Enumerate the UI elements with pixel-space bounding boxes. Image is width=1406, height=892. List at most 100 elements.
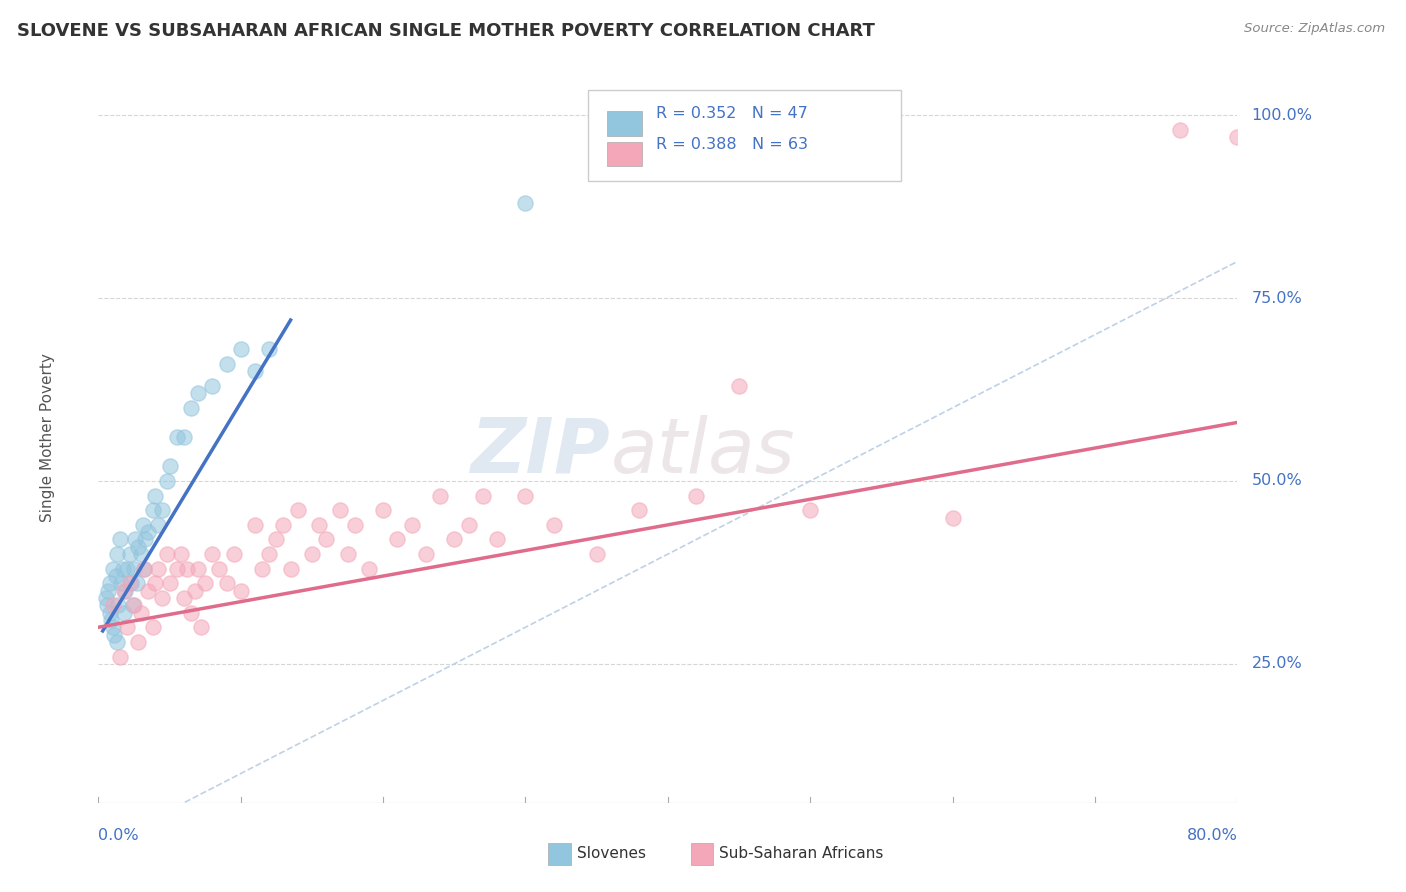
- Point: [127, 540, 149, 554]
- FancyBboxPatch shape: [607, 142, 641, 167]
- Point: [201, 379, 224, 393]
- Point: [415, 547, 437, 561]
- Point: [1226, 130, 1249, 145]
- Point: [98, 606, 121, 620]
- Point: [170, 547, 193, 561]
- Point: [429, 489, 451, 503]
- Point: [121, 599, 143, 613]
- Text: Single Mother Poverty: Single Mother Poverty: [39, 352, 55, 522]
- Point: [486, 533, 509, 547]
- Point: [101, 599, 124, 613]
- Point: [187, 386, 209, 401]
- Point: [141, 620, 163, 634]
- Point: [543, 517, 565, 532]
- Text: Slovenes: Slovenes: [576, 846, 645, 861]
- Point: [101, 620, 124, 634]
- Point: [145, 576, 167, 591]
- Point: [122, 562, 145, 576]
- Point: [176, 562, 198, 576]
- Point: [215, 357, 238, 371]
- Text: ZIP: ZIP: [471, 415, 612, 489]
- Text: 0.0%: 0.0%: [98, 829, 139, 844]
- Point: [115, 562, 138, 576]
- Point: [273, 517, 295, 532]
- Point: [222, 547, 245, 561]
- Point: [229, 343, 252, 357]
- Point: [127, 635, 149, 649]
- Point: [97, 583, 120, 598]
- FancyBboxPatch shape: [690, 843, 713, 865]
- Point: [101, 562, 124, 576]
- Point: [443, 533, 465, 547]
- Point: [229, 583, 252, 598]
- Point: [98, 576, 121, 591]
- FancyBboxPatch shape: [607, 111, 641, 136]
- Point: [122, 599, 145, 613]
- Point: [156, 547, 179, 561]
- Point: [190, 620, 212, 634]
- Point: [105, 635, 128, 649]
- Point: [266, 533, 288, 547]
- Point: [799, 503, 821, 517]
- Point: [250, 562, 273, 576]
- Point: [180, 401, 202, 415]
- Point: [159, 459, 181, 474]
- Point: [118, 576, 141, 591]
- Text: atlas: atlas: [612, 415, 796, 489]
- Point: [111, 562, 134, 576]
- Point: [136, 525, 159, 540]
- FancyBboxPatch shape: [548, 843, 571, 865]
- Point: [96, 599, 118, 613]
- Text: 50.0%: 50.0%: [1251, 474, 1302, 489]
- Point: [114, 583, 136, 598]
- Point: [301, 547, 323, 561]
- Point: [515, 196, 537, 211]
- Point: [152, 503, 174, 517]
- Point: [259, 343, 281, 357]
- Point: [287, 503, 309, 517]
- Point: [401, 517, 423, 532]
- Text: 100.0%: 100.0%: [1251, 108, 1313, 123]
- Point: [104, 569, 127, 583]
- Point: [471, 489, 494, 503]
- Point: [215, 576, 238, 591]
- Text: Source: ZipAtlas.com: Source: ZipAtlas.com: [1244, 22, 1385, 36]
- Point: [120, 576, 142, 591]
- Point: [308, 517, 330, 532]
- FancyBboxPatch shape: [588, 90, 901, 181]
- Point: [107, 599, 129, 613]
- Point: [141, 503, 163, 517]
- Point: [132, 562, 155, 576]
- Point: [628, 503, 651, 517]
- Point: [125, 576, 148, 591]
- Point: [105, 547, 128, 561]
- Point: [173, 591, 195, 605]
- Point: [280, 562, 302, 576]
- Point: [134, 533, 156, 547]
- Point: [457, 517, 479, 532]
- Point: [152, 591, 174, 605]
- Point: [118, 547, 141, 561]
- Point: [108, 649, 131, 664]
- Point: [685, 489, 707, 503]
- Point: [112, 606, 135, 620]
- Point: [1170, 123, 1192, 137]
- Point: [728, 379, 751, 393]
- Point: [103, 627, 125, 641]
- Point: [112, 583, 135, 598]
- Point: [329, 503, 352, 517]
- Point: [373, 503, 395, 517]
- Point: [124, 533, 146, 547]
- Point: [132, 562, 155, 576]
- Point: [148, 562, 170, 576]
- Point: [159, 576, 181, 591]
- Point: [129, 547, 152, 561]
- Point: [131, 517, 153, 532]
- Point: [129, 606, 152, 620]
- Point: [173, 430, 195, 444]
- Point: [343, 517, 366, 532]
- Point: [585, 547, 607, 561]
- Text: R = 0.352   N = 47: R = 0.352 N = 47: [657, 106, 808, 121]
- Point: [145, 489, 167, 503]
- Text: 25.0%: 25.0%: [1251, 657, 1302, 672]
